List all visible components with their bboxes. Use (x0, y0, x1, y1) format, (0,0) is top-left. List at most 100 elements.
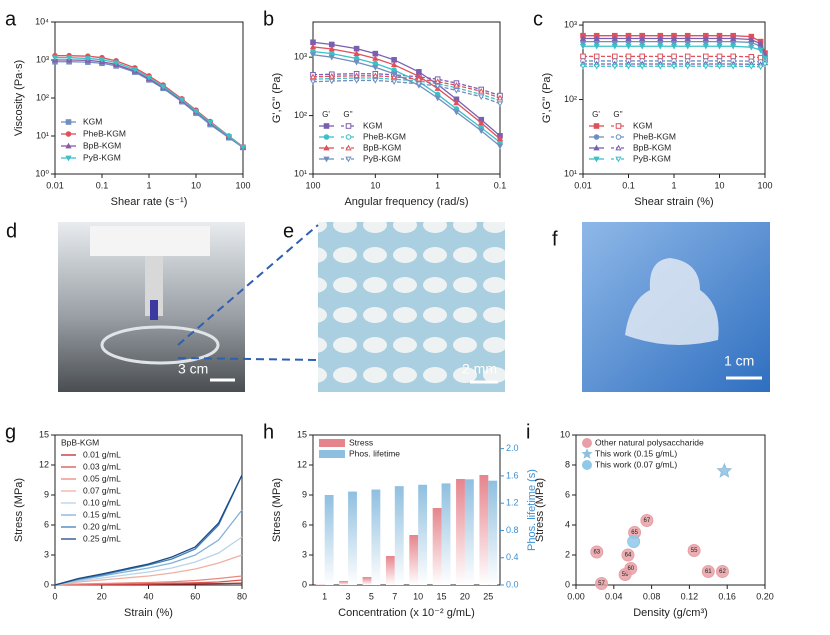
marker (639, 53, 645, 60)
marker (579, 43, 587, 50)
point-label: 59 (622, 572, 629, 578)
marker (730, 53, 736, 60)
legend-label: This work (0.07 g/mL) (595, 459, 677, 469)
marker (84, 56, 92, 62)
marker (593, 53, 600, 60)
legend-label: 0.20 g/mL (83, 521, 121, 531)
point-label: 60 (627, 566, 634, 572)
marker (309, 52, 317, 59)
bar (394, 486, 404, 585)
x-tick-label: 0.08 (643, 591, 661, 601)
plot-frame (312, 21, 501, 175)
legend-label: 0.07 g/mL (83, 485, 121, 495)
legend-label: 0.10 g/mL (83, 497, 121, 507)
series-line (54, 536, 243, 586)
x-axis-label: Strain (%) (124, 607, 173, 619)
marker (702, 43, 709, 50)
y-tick-label: 9 (302, 489, 307, 499)
y-tick-label: 10¹ (294, 168, 307, 178)
legend-label: 0.15 g/mL (83, 509, 121, 519)
scale-bar-label: 3 cm (178, 361, 208, 377)
legend-label: PheB-KGM (83, 128, 126, 138)
x-tick-label: 0.1 (494, 180, 507, 190)
y-tick-label: 10² (294, 110, 307, 120)
panel-letter: e (283, 220, 294, 242)
marker (611, 43, 618, 50)
legend-marker (65, 155, 72, 162)
marker (478, 128, 485, 135)
panel-letter: b (263, 8, 274, 30)
x-tick-label: 10 (191, 180, 201, 190)
marker (730, 43, 737, 50)
marker (701, 565, 715, 578)
y-axis-label: Stress (MPa) (271, 478, 283, 542)
legend-marker (323, 134, 330, 140)
marker (611, 63, 618, 70)
x-tick-label: 0.00 (567, 591, 585, 601)
legend-label: PheB-KGM (633, 131, 676, 141)
x-tick-label: 100 (305, 180, 320, 190)
marker (580, 53, 586, 60)
marker (761, 55, 769, 62)
legend-marker (593, 134, 600, 140)
legend-label: 0.03 g/mL (83, 461, 121, 471)
marker (192, 108, 200, 115)
legend-marker (581, 448, 593, 459)
legend-marker (345, 123, 352, 129)
y-axis-label: Viscosity (Pa·s) (13, 60, 25, 136)
x-axis-label: Shear rate (s⁻¹) (111, 196, 188, 208)
legend-marker (65, 131, 72, 137)
marker (453, 81, 460, 88)
marker (730, 35, 737, 41)
point-label: 67 (644, 518, 651, 524)
legend-marker (65, 119, 72, 125)
panel-letter: f (552, 228, 558, 250)
legend-header: G' (592, 110, 600, 119)
panel-letter: d (6, 220, 17, 242)
marker (353, 72, 360, 79)
y2-tick-label: 0.4 (506, 552, 519, 562)
marker (748, 36, 755, 42)
y-tick-label: 3 (44, 549, 49, 559)
point-label: 65 (631, 530, 638, 536)
marker (309, 79, 317, 86)
marker (225, 133, 233, 140)
x-tick-label: 100 (235, 180, 250, 190)
legend-label: KGM (633, 120, 652, 130)
legend-marker (593, 156, 600, 163)
legend-swatch (319, 450, 345, 458)
y-tick-label: 6 (565, 489, 570, 499)
series-line (583, 60, 765, 63)
x-axis-label: Density (g/cm³) (633, 607, 708, 619)
marker (112, 60, 120, 67)
legend-marker (345, 134, 352, 140)
marker (434, 78, 441, 85)
point-label: 63 (593, 550, 600, 556)
series-line (312, 77, 501, 102)
bar (339, 581, 349, 585)
series-line (583, 63, 766, 68)
x-tick-label: 1 (146, 180, 151, 190)
bar (362, 577, 372, 585)
legend-title: BpB-KGM (61, 437, 99, 447)
marker (657, 53, 664, 60)
legend-marker (323, 144, 330, 151)
series-line (312, 46, 501, 140)
x-axis-label: Angular frequency (rad/s) (344, 196, 468, 208)
marker (670, 63, 678, 70)
marker (702, 35, 709, 41)
marker (611, 35, 618, 41)
marker (390, 61, 398, 68)
marker (496, 94, 504, 101)
marker (716, 462, 733, 478)
legend-header: G'' (343, 110, 353, 119)
marker (748, 44, 755, 51)
marker (716, 43, 723, 50)
marker (579, 63, 587, 70)
series-line (312, 54, 501, 147)
legend-header: G' (322, 110, 330, 119)
marker (684, 35, 691, 41)
series-line (312, 41, 501, 137)
y-tick-label: 3 (302, 549, 307, 559)
marker (624, 562, 638, 575)
